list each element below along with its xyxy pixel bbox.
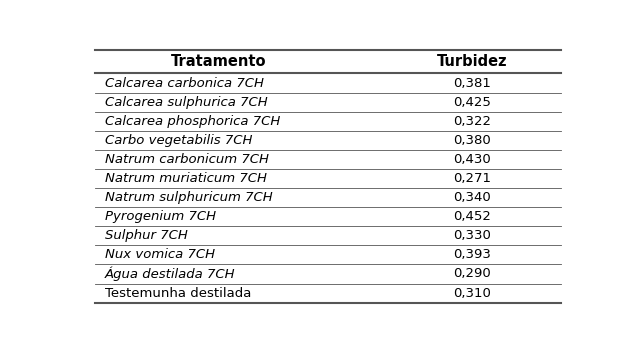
Text: 0,330: 0,330 xyxy=(453,229,491,242)
Text: 0,430: 0,430 xyxy=(453,153,491,166)
Text: Testemunha destilada: Testemunha destilada xyxy=(105,286,251,300)
Text: 0,381: 0,381 xyxy=(453,76,491,90)
Text: 0,393: 0,393 xyxy=(453,248,491,261)
Text: Calcarea carbonica 7CH: Calcarea carbonica 7CH xyxy=(105,76,264,90)
Text: Turbidez: Turbidez xyxy=(436,54,507,69)
Text: Natrum carbonicum 7CH: Natrum carbonicum 7CH xyxy=(105,153,269,166)
Text: 0,310: 0,310 xyxy=(453,286,491,300)
Text: 0,322: 0,322 xyxy=(453,115,491,128)
Text: Nux vomica 7CH: Nux vomica 7CH xyxy=(105,248,215,261)
Text: Tratamento: Tratamento xyxy=(171,54,267,69)
Text: 0,290: 0,290 xyxy=(453,267,491,281)
Text: Natrum sulphuricum 7CH: Natrum sulphuricum 7CH xyxy=(105,191,273,204)
Text: 0,380: 0,380 xyxy=(453,134,491,147)
Text: Calcarea phosphorica 7CH: Calcarea phosphorica 7CH xyxy=(105,115,280,128)
Text: 0,340: 0,340 xyxy=(453,191,491,204)
Text: 0,452: 0,452 xyxy=(453,210,491,223)
Text: Pyrogenium 7CH: Pyrogenium 7CH xyxy=(105,210,216,223)
Text: 0,425: 0,425 xyxy=(453,95,491,109)
Text: Água destilada 7CH: Água destilada 7CH xyxy=(105,267,236,281)
Text: Sulphur 7CH: Sulphur 7CH xyxy=(105,229,188,242)
Text: 0,271: 0,271 xyxy=(453,172,491,185)
Text: Calcarea sulphurica 7CH: Calcarea sulphurica 7CH xyxy=(105,95,268,109)
Text: Carbo vegetabilis 7CH: Carbo vegetabilis 7CH xyxy=(105,134,252,147)
Text: Natrum muriaticum 7CH: Natrum muriaticum 7CH xyxy=(105,172,267,185)
